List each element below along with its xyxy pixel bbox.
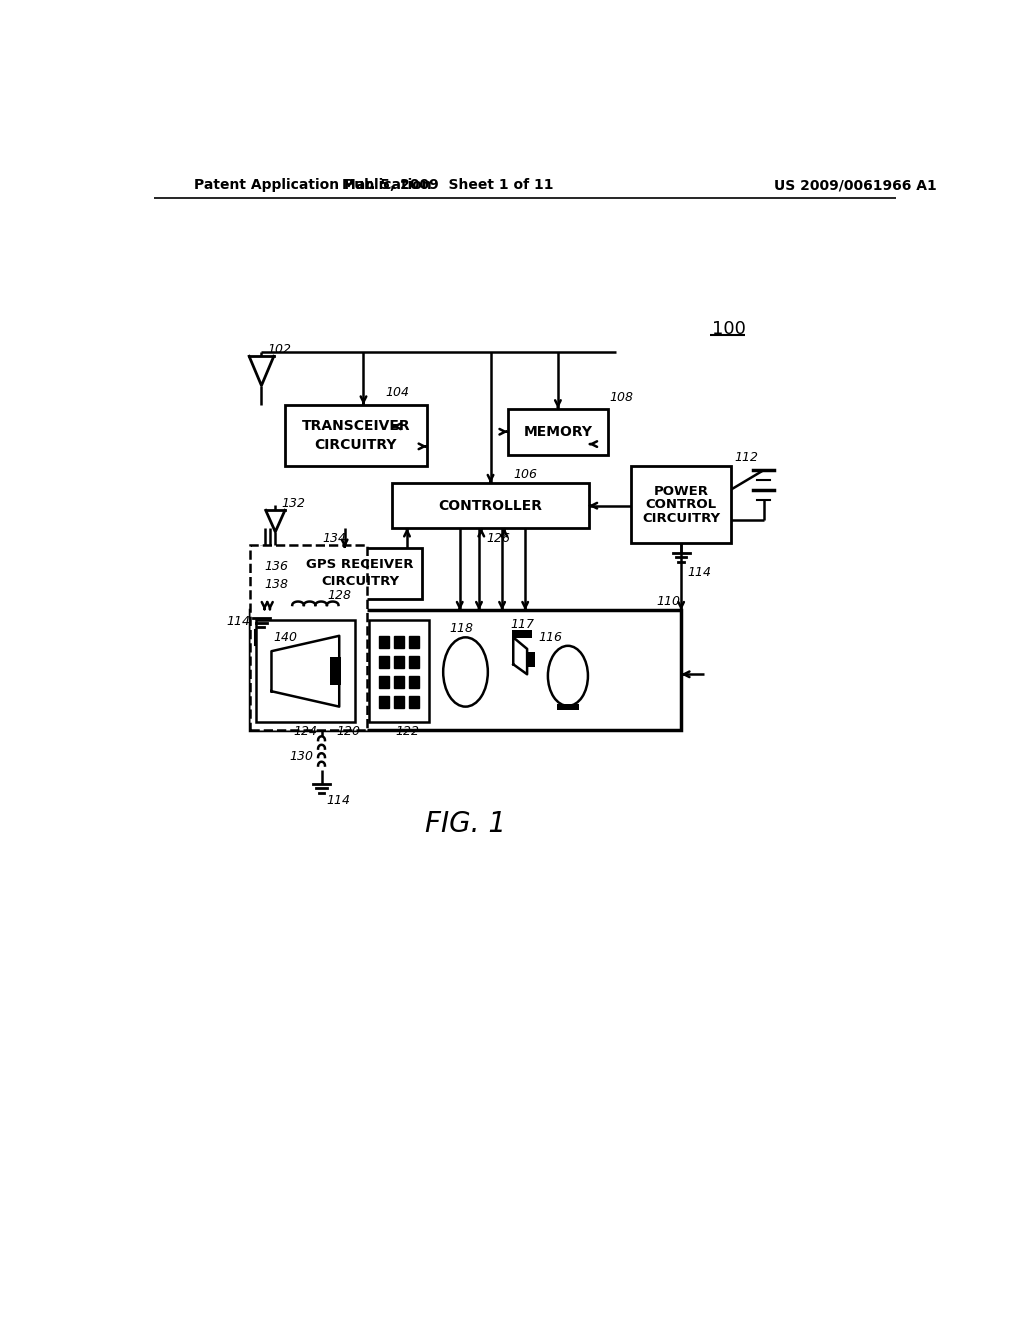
Text: 132: 132 [282, 496, 305, 510]
Text: 122: 122 [395, 725, 420, 738]
Text: CIRCUITRY: CIRCUITRY [321, 576, 399, 589]
Bar [512, 631, 531, 638]
Text: FIG. 1: FIG. 1 [425, 810, 506, 838]
Bar [379, 656, 388, 668]
Bar [410, 656, 419, 668]
Text: 102: 102 [267, 343, 292, 356]
Text: POWER: POWER [653, 484, 709, 498]
Text: CIRCUITRY: CIRCUITRY [642, 512, 720, 525]
Text: 124: 124 [293, 725, 317, 738]
Text: 138: 138 [264, 578, 289, 591]
Bar [298, 548, 422, 599]
Text: 118: 118 [450, 622, 474, 635]
Bar [410, 696, 419, 708]
Bar [379, 696, 388, 708]
Bar [394, 676, 403, 688]
Text: 136: 136 [264, 560, 289, 573]
Bar [256, 620, 354, 722]
Bar [392, 483, 589, 528]
Bar [250, 545, 367, 730]
Text: CONTROLLER: CONTROLLER [438, 499, 543, 512]
Bar [394, 656, 403, 668]
Text: GPS RECEIVER: GPS RECEIVER [306, 558, 414, 572]
Text: 126: 126 [486, 532, 511, 545]
Bar [379, 636, 388, 648]
Text: 112: 112 [734, 450, 758, 463]
Bar [394, 696, 403, 708]
Text: Mar. 5, 2009  Sheet 1 of 11: Mar. 5, 2009 Sheet 1 of 11 [342, 178, 554, 193]
Text: Patent Application Publication: Patent Application Publication [194, 178, 431, 193]
Bar [379, 676, 388, 688]
Bar [255, 630, 267, 645]
Text: 110: 110 [656, 594, 681, 607]
Text: 120: 120 [336, 725, 360, 738]
Bar [410, 676, 419, 688]
Bar [527, 652, 535, 668]
Text: 140: 140 [273, 631, 298, 644]
Text: 134: 134 [323, 532, 346, 545]
Text: CIRCUITRY: CIRCUITRY [314, 438, 397, 451]
Text: CONTROL: CONTROL [645, 499, 717, 511]
Text: 116: 116 [539, 631, 562, 644]
Bar [508, 409, 608, 455]
Text: 104: 104 [385, 385, 409, 399]
Text: 100: 100 [712, 321, 745, 338]
Bar [285, 405, 427, 466]
Text: 130: 130 [289, 750, 313, 763]
Text: 106: 106 [514, 467, 538, 480]
Text: TRANSCEIVER: TRANSCEIVER [301, 420, 410, 433]
Text: 114: 114 [226, 615, 251, 628]
Text: 128: 128 [327, 589, 351, 602]
Bar [410, 636, 419, 648]
Text: 114: 114 [687, 566, 712, 579]
Text: US 2009/0061966 A1: US 2009/0061966 A1 [774, 178, 937, 193]
Bar [250, 610, 681, 730]
Bar [394, 636, 403, 648]
Bar [370, 620, 429, 722]
Text: 114: 114 [326, 795, 350, 807]
Text: MEMORY: MEMORY [523, 425, 593, 438]
Text: 108: 108 [609, 391, 634, 404]
Bar [557, 704, 579, 710]
Bar [330, 657, 341, 685]
Bar [631, 466, 731, 544]
Text: 117: 117 [510, 618, 535, 631]
